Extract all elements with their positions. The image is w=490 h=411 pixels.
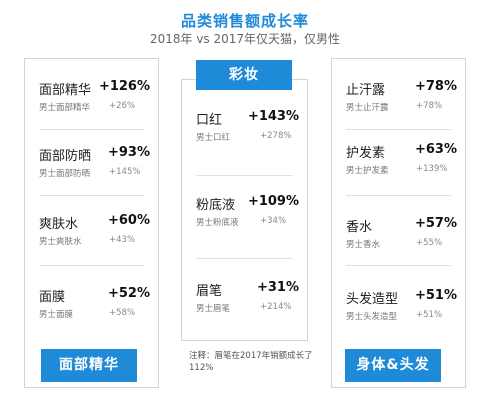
growth-value: +31%: [256, 280, 299, 295]
page-subtitle: 2018年 vs 2017年仅天猫，仅男性: [149, 32, 341, 46]
growth-value: +51%: [414, 288, 457, 303]
growth-value: +78%: [414, 79, 457, 94]
divider: [39, 129, 144, 130]
male-growth-value: +78%: [416, 101, 443, 111]
divider: [196, 258, 293, 259]
category-name: 护发素: [346, 146, 386, 161]
divider: [39, 195, 144, 196]
male-growth-value: +58%: [109, 308, 136, 318]
growth-value: +52%: [107, 286, 150, 301]
male-growth-value: +43%: [109, 235, 136, 245]
male-growth-value: +278%: [260, 131, 292, 141]
panel-makeup: 口红 +143% 男士口红 +278% 粉底液 +109% 男士粉底液 +34% 眉笔 +…: [181, 79, 308, 341]
male-category-name: 男士面膜: [39, 310, 74, 320]
footnote: 注释：眉笔在2017年销额成长了112%: [189, 351, 313, 373]
divider: [346, 129, 451, 130]
male-category-name: 男士面部精华: [39, 103, 91, 113]
male-growth-value: +34%: [260, 216, 287, 226]
panel-face-care: 面部精华 +126% 男士面部精华 +26% 面部防晒 +93% 男士面部防晒 +145…: [24, 58, 159, 388]
male-category-name: 男士眉笔: [196, 304, 231, 314]
page-title: 品类销售额成长率: [180, 12, 309, 30]
growth-value: +60%: [107, 213, 150, 228]
category-name: 头发造型: [346, 292, 399, 307]
divider: [196, 175, 293, 176]
male-category-name: 男士香水: [346, 240, 381, 250]
male-growth-value: +26%: [109, 101, 136, 111]
male-growth-value: +55%: [416, 238, 443, 248]
growth-value: +143%: [247, 109, 299, 124]
category-name: 面膜: [39, 290, 66, 305]
category-name: 爽肤水: [39, 217, 79, 232]
male-growth-value: +139%: [416, 164, 448, 174]
growth-value: +57%: [414, 216, 457, 231]
divider: [346, 195, 451, 196]
category-name: 面部精华: [39, 83, 92, 98]
category-name: 口红: [196, 113, 223, 128]
divider: [39, 265, 144, 266]
category-name: 香水: [346, 220, 373, 235]
male-growth-value: +51%: [416, 310, 443, 320]
male-category-name: 男士爽肤水: [39, 237, 82, 247]
category-name: 粉底液: [196, 198, 236, 213]
male-growth-value: +214%: [260, 302, 292, 312]
category-name: 眉笔: [196, 284, 223, 299]
growth-value: +109%: [247, 194, 299, 209]
male-category-name: 男士口红: [196, 133, 231, 143]
male-category-name: 男士头发造型: [346, 312, 398, 322]
male-category-name: 男士止汗露: [346, 103, 389, 113]
male-category-name: 男士粉底液: [196, 218, 239, 228]
panel-body-hair: 止汗露 +78% 男士止汗露 +78% 护发素 +63% 男士护发素 +139% 香水 +…: [331, 58, 466, 388]
growth-value: +93%: [107, 145, 150, 160]
growth-value: +63%: [414, 142, 457, 157]
divider: [346, 265, 451, 266]
category-name: 面部防晒: [39, 149, 92, 164]
panel-label-face-care: 面部精华: [41, 349, 137, 382]
male-category-name: 男士护发素: [346, 166, 389, 176]
growth-value: +126%: [98, 79, 150, 94]
category-name: 止汗露: [346, 83, 386, 98]
panel-label-makeup: 彩妆: [196, 60, 292, 90]
panel-label-body-hair: 身体&头发: [345, 349, 441, 382]
male-growth-value: +145%: [109, 167, 141, 177]
male-category-name: 男士面部防晒: [39, 169, 91, 179]
